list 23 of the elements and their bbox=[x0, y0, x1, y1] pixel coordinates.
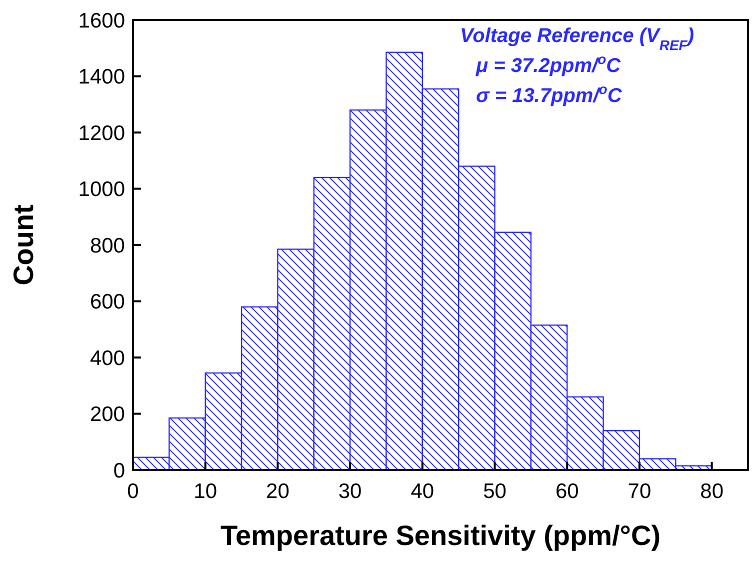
x-tick-label: 10 bbox=[194, 480, 218, 503]
annotation: μ = 37.2ppm/$^{o}$C bbox=[475, 51, 622, 77]
x-tick-label: 60 bbox=[555, 480, 579, 503]
y-tick-label: 1600 bbox=[78, 9, 125, 32]
annotation: σ = 13.7ppm/$^{o}$C bbox=[476, 81, 622, 107]
annotation: Voltage Reference (V$_{REF}$) bbox=[460, 25, 694, 53]
x-tick-label: 50 bbox=[483, 480, 506, 503]
x-axis-title: Temperature Sensitivity (ppm/°C) bbox=[220, 520, 661, 551]
x-tick-label: 40 bbox=[410, 480, 434, 503]
y-tick-label: 800 bbox=[90, 234, 125, 258]
y-tick-label: 0 bbox=[113, 459, 125, 482]
x-tick-label: 80 bbox=[700, 480, 724, 503]
x-tick-label: 20 bbox=[266, 480, 290, 503]
y-tick-label: 600 bbox=[90, 290, 125, 314]
y-tick-label: 1400 bbox=[78, 66, 125, 89]
y-tick-label: 1000 bbox=[78, 178, 125, 202]
x-tick-label: 70 bbox=[628, 480, 652, 503]
x-tick-label: 0 bbox=[127, 480, 139, 503]
y-tick-label: 400 bbox=[90, 346, 125, 370]
x-tick-label: 30 bbox=[338, 480, 362, 503]
y-axis-title: Count bbox=[8, 204, 39, 286]
y-tick-label: 200 bbox=[90, 403, 125, 426]
y-tick-label: 1200 bbox=[78, 122, 125, 145]
